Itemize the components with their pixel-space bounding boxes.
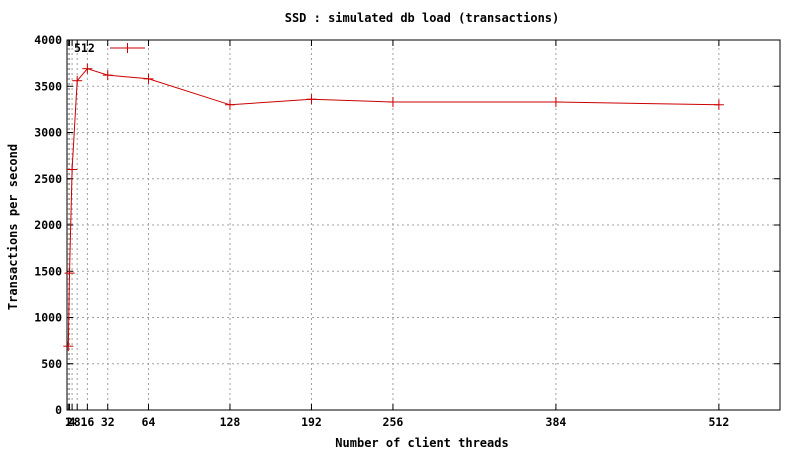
- x-tick-label: 4: [69, 415, 76, 429]
- data-point-marker: [82, 63, 93, 74]
- y-axis-title: Transactions per second: [6, 144, 20, 310]
- x-tick-label: 128: [220, 415, 241, 429]
- chart-title: SSD : simulated db load (transactions): [285, 11, 560, 25]
- x-tick-label: 384: [546, 415, 567, 429]
- x-tick-label: 1: [65, 415, 72, 429]
- series-group: [63, 63, 724, 352]
- y-tick-label: 1500: [34, 264, 62, 278]
- data-point-marker: [387, 96, 398, 107]
- y-tick-label: 4000: [34, 33, 62, 47]
- data-point-marker: [224, 99, 235, 110]
- data-point-marker: [306, 94, 317, 105]
- data-point-marker: [67, 164, 78, 175]
- data-point-marker: [63, 341, 74, 352]
- data-point-marker: [143, 73, 154, 84]
- x-tick-label: 8: [74, 415, 81, 429]
- data-point-marker: [102, 70, 113, 81]
- x-tick-label: 16: [80, 415, 94, 429]
- data-point-marker: [713, 99, 724, 110]
- x-tick-label: 2: [66, 415, 73, 429]
- y-tick-label: 1000: [34, 311, 62, 325]
- y-tick-label: 2500: [34, 172, 62, 186]
- x-axis-title: Number of client threads: [335, 436, 508, 450]
- y-tick-label: 2000: [34, 218, 62, 232]
- x-tick-label: 512: [708, 415, 729, 429]
- x-tick-label: 192: [301, 415, 322, 429]
- y-tick-label: 0: [55, 403, 62, 417]
- grid: [67, 40, 780, 410]
- data-point-marker: [550, 96, 561, 107]
- legend: 512: [74, 41, 145, 55]
- series-line: [67, 68, 719, 347]
- data-point-marker: [64, 268, 75, 279]
- x-tick-label: 32: [101, 415, 115, 429]
- y-tick-label: 500: [41, 357, 62, 371]
- y-tick-label: 3500: [34, 79, 62, 93]
- data-point-marker: [72, 75, 83, 86]
- legend-label: 512: [74, 41, 95, 55]
- x-tick-label: 64: [142, 415, 156, 429]
- x-tick-label: 256: [383, 415, 404, 429]
- y-tick-label: 3000: [34, 126, 62, 140]
